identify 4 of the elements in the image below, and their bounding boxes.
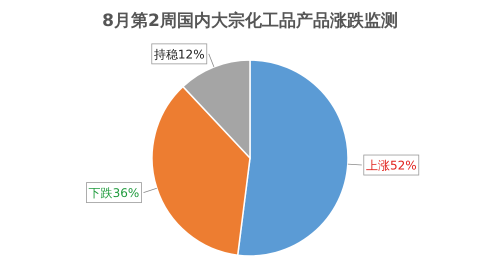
chart-title: 8月第2周国内大宗化工品产品涨跌监测 <box>102 11 398 31</box>
slice-label: 上涨52% <box>366 158 417 173</box>
slice-label: 持稳12% <box>154 47 205 62</box>
slice-label: 下跌36% <box>88 186 140 200</box>
